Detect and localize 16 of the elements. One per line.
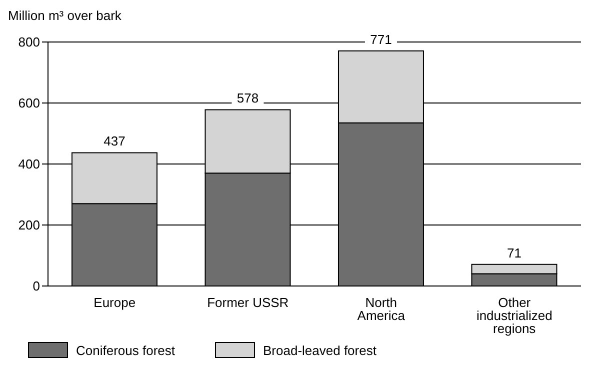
y-tick-label: 200 — [18, 218, 40, 233]
total-label: 437 — [104, 134, 126, 149]
x-tick-label: North America — [357, 295, 406, 324]
total-label: 771 — [370, 32, 392, 47]
legend-label: Broad-leaved forest — [263, 342, 376, 358]
y-tick-label: 800 — [18, 34, 40, 50]
x-tick-label: Other industrialized regions — [476, 295, 552, 336]
x-tick-label: Former USSR — [207, 295, 289, 310]
total-label: 71 — [507, 245, 522, 260]
legend-label: Coniferous forest — [76, 342, 175, 358]
y-tick-label: 400 — [18, 156, 40, 172]
y-axis-title: Million m³ over bark — [8, 8, 122, 25]
x-tick-label: Europe — [94, 295, 136, 310]
total-label: 578 — [236, 90, 259, 106]
y-tick-label: 0 — [32, 278, 40, 294]
y-tick-label: 600 — [18, 96, 40, 111]
